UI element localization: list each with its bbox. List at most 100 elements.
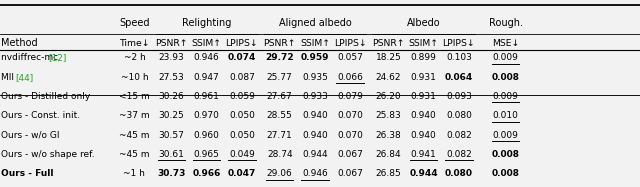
Text: 30.61: 30.61	[159, 150, 184, 159]
Text: Method: Method	[1, 38, 38, 48]
Text: SSIM↑: SSIM↑	[409, 39, 438, 47]
Text: 25.83: 25.83	[376, 111, 401, 120]
Text: 0.067: 0.067	[337, 150, 363, 159]
Text: 23.93: 23.93	[159, 53, 184, 62]
Text: 0.931: 0.931	[411, 73, 436, 82]
Text: 0.009: 0.009	[493, 53, 518, 62]
Text: Albedo: Albedo	[407, 18, 440, 28]
Text: 0.940: 0.940	[302, 111, 328, 120]
Text: 0.970: 0.970	[194, 111, 220, 120]
Text: 26.84: 26.84	[376, 150, 401, 159]
Text: 18.25: 18.25	[376, 53, 401, 62]
Text: <15 m: <15 m	[119, 92, 150, 101]
Text: 26.85: 26.85	[376, 169, 401, 178]
Text: Ours - w/o shape ref.: Ours - w/o shape ref.	[1, 150, 95, 159]
Text: Ours - Distilled only: Ours - Distilled only	[1, 92, 90, 101]
Text: 0.008: 0.008	[492, 73, 520, 82]
Text: Speed: Speed	[119, 18, 150, 28]
Text: Relighting: Relighting	[182, 18, 232, 28]
Text: 28.74: 28.74	[267, 150, 292, 159]
Text: PSNR↑: PSNR↑	[372, 39, 404, 47]
Text: 0.103: 0.103	[446, 53, 472, 62]
Text: 0.899: 0.899	[411, 53, 436, 62]
Text: 28.55: 28.55	[267, 111, 292, 120]
Text: 27.67: 27.67	[267, 92, 292, 101]
Text: ~45 m: ~45 m	[119, 131, 150, 140]
Text: 0.941: 0.941	[411, 150, 436, 159]
Text: MII: MII	[1, 73, 17, 82]
Text: 0.087: 0.087	[229, 73, 255, 82]
Text: 0.059: 0.059	[229, 92, 255, 101]
Text: 0.070: 0.070	[337, 111, 363, 120]
Text: 0.057: 0.057	[337, 53, 363, 62]
Text: nvdiffrec-mc: nvdiffrec-mc	[1, 53, 61, 62]
Text: PSNR↑: PSNR↑	[156, 39, 188, 47]
Text: 0.009: 0.009	[493, 92, 518, 101]
Text: 0.940: 0.940	[411, 131, 436, 140]
Text: 0.946: 0.946	[302, 169, 328, 178]
Text: MSE↓: MSE↓	[492, 39, 519, 47]
Text: 0.959: 0.959	[301, 53, 329, 62]
Text: ~37 m: ~37 m	[119, 111, 150, 120]
Text: 0.064: 0.064	[445, 73, 473, 82]
Text: 27.53: 27.53	[159, 73, 184, 82]
Text: LPIPS↓: LPIPS↓	[226, 39, 258, 47]
Text: 0.960: 0.960	[194, 131, 220, 140]
Text: 26.38: 26.38	[376, 131, 401, 140]
Text: ~10 h: ~10 h	[120, 73, 148, 82]
Text: [12]: [12]	[48, 53, 67, 62]
Text: 0.966: 0.966	[193, 169, 221, 178]
Text: 0.961: 0.961	[194, 92, 220, 101]
Text: 0.047: 0.047	[228, 169, 256, 178]
Text: 0.070: 0.070	[337, 131, 363, 140]
Text: Ours - Const. init.: Ours - Const. init.	[1, 111, 81, 120]
Text: 29.72: 29.72	[266, 53, 294, 62]
Text: 0.050: 0.050	[229, 111, 255, 120]
Text: 0.946: 0.946	[194, 53, 220, 62]
Text: PSNR↑: PSNR↑	[264, 39, 296, 47]
Text: 0.049: 0.049	[229, 150, 255, 159]
Text: LPIPS↓: LPIPS↓	[443, 39, 475, 47]
Text: Aligned albedo: Aligned albedo	[278, 18, 351, 28]
Text: 0.067: 0.067	[337, 169, 363, 178]
Text: 0.082: 0.082	[446, 131, 472, 140]
Text: ~45 m: ~45 m	[119, 150, 150, 159]
Text: Rough.: Rough.	[488, 18, 523, 28]
Text: 26.20: 26.20	[376, 92, 401, 101]
Text: 0.008: 0.008	[492, 150, 520, 159]
Text: 24.62: 24.62	[376, 73, 401, 82]
Text: 0.010: 0.010	[493, 111, 518, 120]
Text: 0.080: 0.080	[446, 111, 472, 120]
Text: 0.944: 0.944	[410, 169, 438, 178]
Text: 0.947: 0.947	[194, 73, 220, 82]
Text: 0.965: 0.965	[194, 150, 220, 159]
Text: 0.082: 0.082	[446, 150, 472, 159]
Text: 27.71: 27.71	[267, 131, 292, 140]
Text: Ours - w/o GI: Ours - w/o GI	[1, 131, 60, 140]
Text: 0.080: 0.080	[445, 169, 473, 178]
Text: 0.944: 0.944	[302, 150, 328, 159]
Text: 0.940: 0.940	[411, 111, 436, 120]
Text: 0.079: 0.079	[337, 92, 363, 101]
Text: 0.935: 0.935	[302, 73, 328, 82]
Text: 0.931: 0.931	[411, 92, 436, 101]
Text: LPIPS↓: LPIPS↓	[334, 39, 366, 47]
Text: 30.25: 30.25	[159, 111, 184, 120]
Text: 0.009: 0.009	[493, 131, 518, 140]
Text: 29.06: 29.06	[267, 169, 292, 178]
Text: Time↓: Time↓	[119, 39, 150, 47]
Text: 0.008: 0.008	[492, 169, 520, 178]
Text: 0.074: 0.074	[228, 53, 256, 62]
Text: SSIM↑: SSIM↑	[300, 39, 330, 47]
Text: [44]: [44]	[16, 73, 34, 82]
Text: 0.050: 0.050	[229, 131, 255, 140]
Text: Ours - Full: Ours - Full	[1, 169, 54, 178]
Text: 0.066: 0.066	[337, 73, 363, 82]
Text: ~2 h: ~2 h	[124, 53, 145, 62]
Text: 0.093: 0.093	[446, 92, 472, 101]
Text: SSIM↑: SSIM↑	[192, 39, 221, 47]
Text: 30.57: 30.57	[159, 131, 184, 140]
Text: 30.73: 30.73	[157, 169, 186, 178]
Text: 0.933: 0.933	[302, 92, 328, 101]
Text: ~1 h: ~1 h	[124, 169, 145, 178]
